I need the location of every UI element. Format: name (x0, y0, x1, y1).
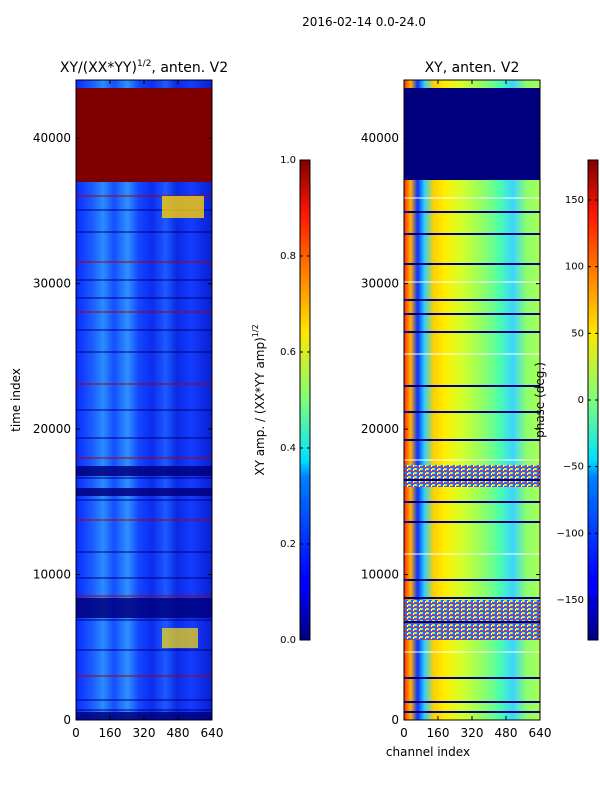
amplitude-panel-title: XY/(XX*YY)1/2, anten. V2 (60, 59, 228, 76)
phase-colorbar-tick-label: 50 (571, 328, 584, 339)
phase-colorbar: −150 −100 −50 0 50 100 150 phase (deg.) (533, 159, 599, 641)
amplitude-colorbar-tick-label: 0.4 (280, 443, 296, 454)
amplitude-x-tick-label: 480 (167, 726, 190, 740)
phase-y-tick-label: 20000 (361, 422, 399, 436)
phase-x-ticks: 0 160 320 480 640 (400, 80, 551, 740)
phase-y-tick-label: 0 (391, 713, 399, 727)
phase-noise-band-1 (404, 465, 540, 487)
amplitude-hot-block (162, 196, 204, 218)
phase-colorbar-ticks: −150 −100 −50 0 50 100 150 (557, 195, 598, 606)
amplitude-x-tick-label: 640 (201, 726, 224, 740)
amplitude-x-ticks: 0 160 320 480 640 (72, 80, 223, 740)
amplitude-colorbar-tick-label: 0.8 (280, 251, 296, 262)
phase-colorbar-tick-label: −50 (563, 462, 584, 473)
amplitude-y-tick-label: 30000 (33, 277, 71, 291)
phase-y-ticks: 0 10000 20000 30000 40000 (361, 131, 540, 727)
amplitude-colorbar-ticks: 0.0 0.2 0.4 0.6 0.8 1.0 (280, 155, 310, 646)
phase-colorbar-tick-label: 0 (578, 395, 584, 406)
phase-x-axis-label: channel index (386, 745, 470, 759)
amplitude-hot-block-2 (162, 628, 198, 648)
phase-colorbar-label: phase (deg.) (533, 362, 547, 438)
amplitude-x-tick-label: 160 (99, 726, 122, 740)
amplitude-x-tick-label: 0 (72, 726, 80, 740)
amplitude-dark-block (76, 488, 212, 496)
phase-colorbar-tick-label: −150 (557, 595, 584, 606)
phase-panel: XY, anten. V2 0 160 320 480 640 0 10000 20000 3… (361, 60, 552, 759)
phase-x-tick-label: 0 (400, 726, 408, 740)
phase-y-tick-label: 10000 (361, 568, 399, 582)
amplitude-dark-block (76, 598, 212, 618)
phase-heatmap (404, 80, 540, 720)
phase-streaks (404, 197, 540, 713)
phase-y-tick-label: 30000 (361, 277, 399, 291)
phase-x-tick-label: 480 (495, 726, 518, 740)
phase-y-tick-label: 40000 (361, 131, 399, 145)
amplitude-y-tick-label: 40000 (33, 131, 71, 145)
figure-suptitle: 2016-02-14 0.0-24.0 (302, 15, 426, 29)
amplitude-colorbar-tick-label: 0.2 (280, 539, 296, 550)
amplitude-y-tick-label: 20000 (33, 422, 71, 436)
amplitude-x-tick-label: 320 (133, 726, 156, 740)
amplitude-y-ticks: 0 10000 20000 30000 40000 (33, 131, 212, 727)
amplitude-colorbar-tick-label: 0.0 (280, 635, 296, 646)
phase-noise-band-2 (404, 600, 540, 640)
amplitude-saturated-band (76, 88, 212, 182)
amplitude-colorbar-label: XY amp. / (XX*YY amp)1/2 (251, 324, 267, 475)
amplitude-heatmap (76, 80, 212, 720)
amplitude-colorbar-tick-label: 1.0 (280, 155, 296, 166)
amplitude-dark-block (76, 466, 212, 476)
amplitude-y-tick-label: 0 (63, 713, 71, 727)
amplitude-colorbar: 0.0 0.2 0.4 0.6 0.8 1.0 XY amp. / (XX*YY amp)… (251, 155, 311, 646)
amplitude-y-axis-label: time index (9, 368, 23, 432)
phase-x-tick-label: 160 (427, 726, 450, 740)
amplitude-panel: XY/(XX*YY)1/2, anten. V2 0 160 320 480 640 0… (9, 59, 228, 740)
phase-x-tick-label: 640 (529, 726, 552, 740)
amplitude-colorbar-tick-label: 0.6 (280, 347, 296, 358)
amplitude-y-tick-label: 10000 (33, 568, 71, 582)
amplitude-colorbar-ramp (299, 159, 311, 641)
phase-dark-band-top (404, 88, 540, 180)
phase-colorbar-tick-label: −100 (557, 528, 584, 539)
phase-colorbar-tick-label: 100 (565, 262, 584, 273)
phase-x-tick-label: 320 (461, 726, 484, 740)
phase-panel-title: XY, anten. V2 (425, 60, 520, 76)
phase-colorbar-tick-label: 150 (565, 195, 584, 206)
